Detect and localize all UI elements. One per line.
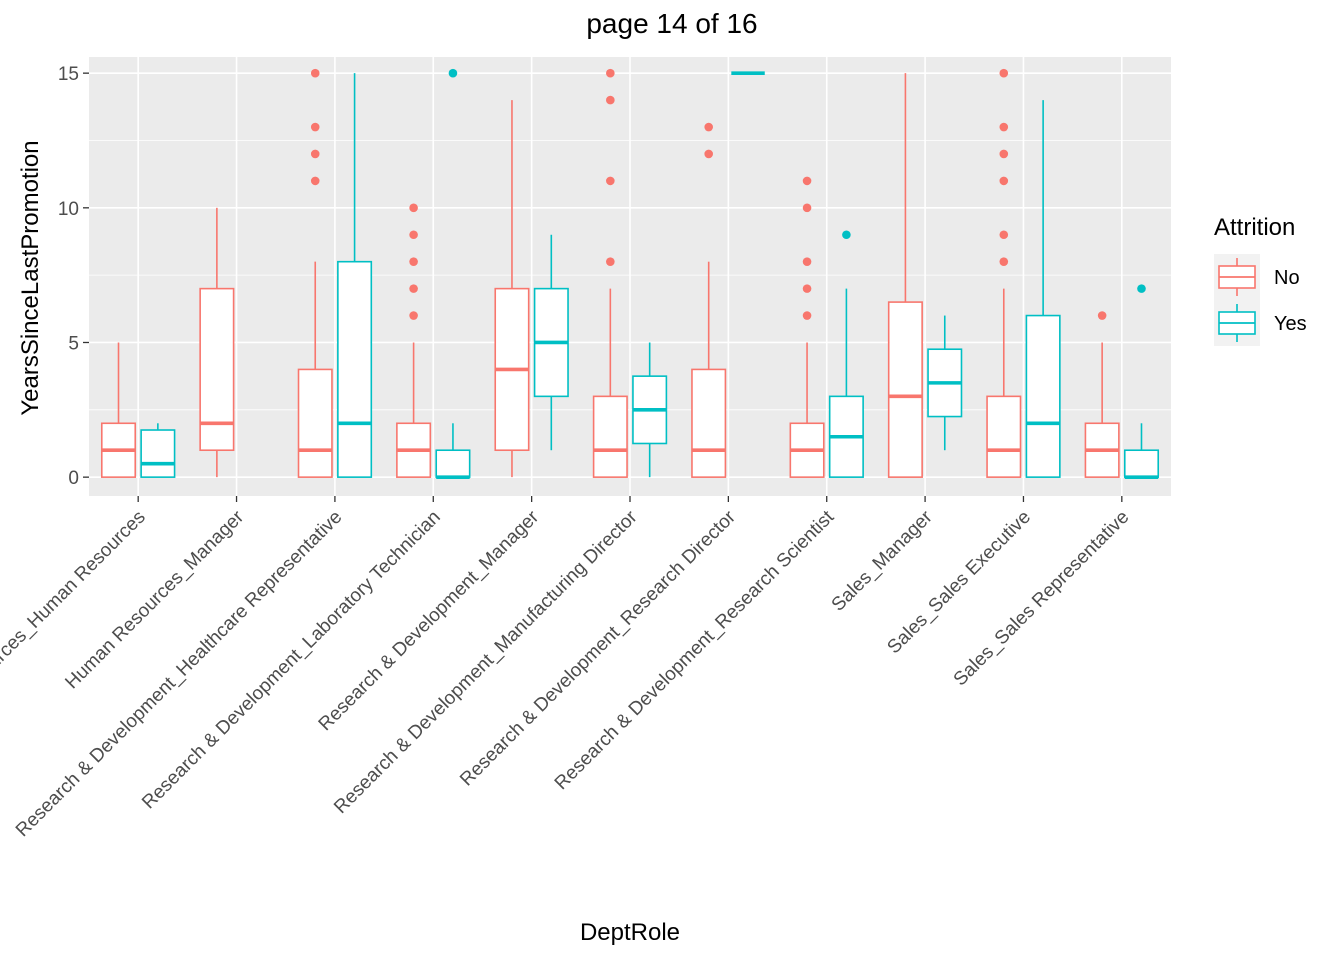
outlier-point <box>802 311 812 320</box>
x-tick-label: Research & Development_Manager <box>315 506 544 735</box>
box <box>887 301 923 478</box>
box <box>140 429 176 478</box>
outlier-point <box>606 68 615 78</box>
outlier-point <box>606 95 615 105</box>
box <box>297 368 333 478</box>
outlier-point <box>448 68 458 78</box>
box <box>435 449 471 478</box>
outlier-point <box>409 311 418 320</box>
outlier-point <box>310 149 320 159</box>
box <box>691 368 727 478</box>
outlier-point <box>999 257 1009 266</box>
outlier-point <box>1137 284 1146 293</box>
outlier-point <box>704 149 713 159</box>
outlier-point <box>704 122 713 132</box>
outlier-point <box>999 176 1009 186</box>
y-tick-label: 0 <box>68 468 79 489</box>
outlier-point <box>999 68 1009 78</box>
x-tick-label: Research & Development_Healthcare Repres… <box>12 507 346 841</box>
outlier-point <box>409 203 418 213</box>
legend-title: Attrition <box>1214 214 1295 241</box>
x-axis-label: DeptRole <box>580 919 680 946</box>
outlier-point <box>310 176 320 186</box>
outlier-point <box>409 284 418 293</box>
box <box>592 395 628 478</box>
box <box>199 287 235 452</box>
box <box>1123 449 1160 478</box>
box <box>1025 314 1061 478</box>
grid-major <box>89 57 1171 496</box>
x-tick-label: Sales_Manager <box>828 506 937 615</box>
outlier-point <box>999 122 1009 132</box>
outlier-point <box>802 284 812 293</box>
chart-title: page 14 of 16 <box>586 8 757 39</box>
outlier-point <box>310 122 320 132</box>
x-tick-label: Sales_Sales Representative <box>950 507 1134 691</box>
outlier-point <box>802 257 812 266</box>
legend-label-yes: Yes <box>1274 313 1307 335</box>
outlier-point <box>802 176 812 186</box>
outlier-point <box>999 230 1009 240</box>
boxes <box>100 68 1160 479</box>
y-tick-label: 15 <box>58 64 79 85</box>
outlier-point <box>310 68 320 78</box>
legend-keys <box>1214 254 1260 346</box>
box <box>986 395 1022 478</box>
y-tick-label: 5 <box>68 333 79 354</box>
y-axis-label: YearsSinceLastPromotion <box>17 140 44 415</box>
outlier-point <box>606 176 615 186</box>
outlier-point <box>409 257 418 266</box>
outlier-point <box>802 203 812 213</box>
legend: Attrition No Yes <box>1214 214 1307 346</box>
x-tick-label: Human Resources_Manager <box>61 506 248 693</box>
y-tick-label: 10 <box>58 199 79 220</box>
box <box>337 260 373 478</box>
outlier-point <box>842 230 851 240</box>
outlier-point <box>1097 311 1107 320</box>
legend-label-no: No <box>1274 267 1300 289</box>
y-axis: 0 5 10 15 <box>58 64 89 489</box>
outlier-point <box>999 149 1009 159</box>
outlier-point <box>409 230 418 240</box>
outlier-point <box>606 257 615 266</box>
